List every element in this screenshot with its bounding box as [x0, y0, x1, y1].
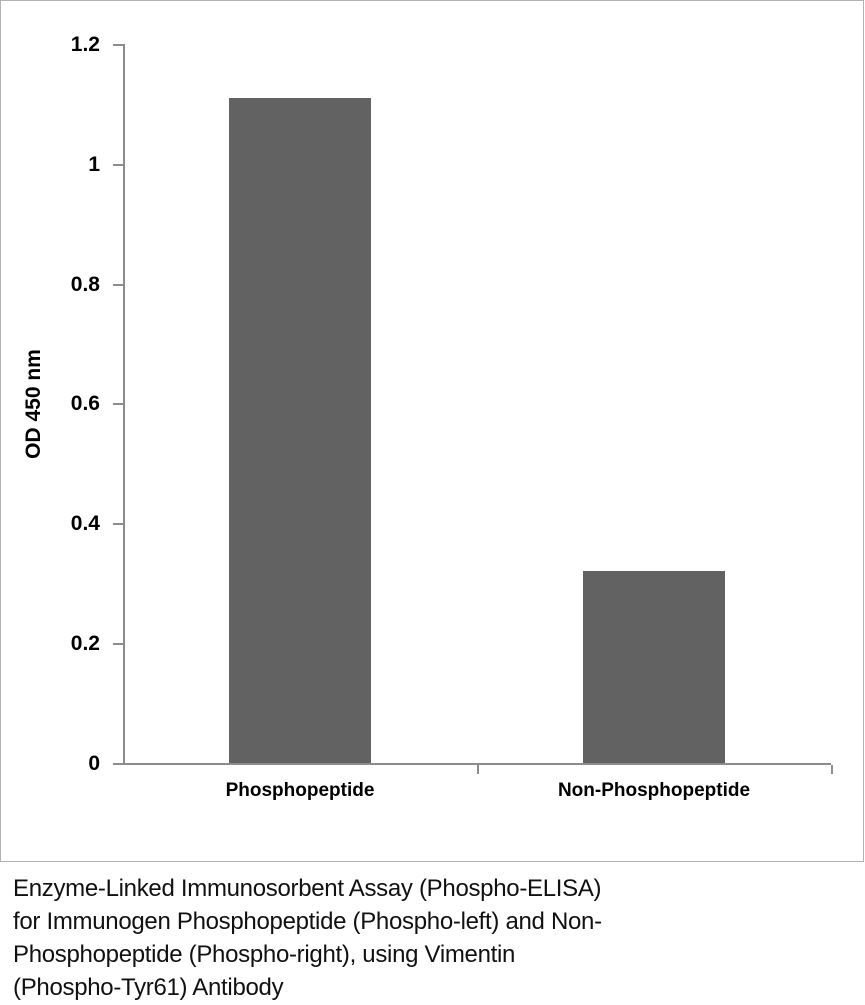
y-axis-tick	[113, 44, 123, 46]
x-axis-tick	[831, 765, 833, 774]
bar	[229, 98, 371, 763]
caption-line: (Phospho-Tyr61) Antibody	[13, 974, 284, 1001]
y-axis-tick-label: 0.4	[70, 512, 100, 535]
chart-frame: OD 450 nm 0 0.2 0.4 0.6 0.8 1 1.2 Phosphopeptid…	[0, 0, 864, 862]
y-axis-tick-label: 0.8	[70, 273, 100, 296]
x-axis-tick	[477, 765, 479, 774]
y-axis-tick-label: 1.2	[70, 33, 100, 56]
y-axis-tick-label: 1	[88, 153, 100, 176]
y-axis-tick	[113, 164, 123, 166]
figure-caption: Enzyme-Linked Immunosorbent Assay (Phosp…	[13, 872, 853, 1004]
x-axis-line	[123, 763, 831, 765]
x-category-label: Phosphopeptide	[225, 780, 375, 801]
bar	[583, 571, 725, 763]
x-category-label: Non-Phosphopeptide	[557, 780, 751, 801]
y-axis-tick	[113, 643, 123, 645]
caption-line: for Immunogen Phosphopeptide (Phospho-le…	[13, 908, 602, 935]
caption-line: Enzyme-Linked Immunosorbent Assay (Phosp…	[13, 875, 602, 902]
y-axis-tick	[113, 763, 123, 765]
y-axis-line	[123, 44, 125, 765]
y-axis-tick	[113, 523, 123, 525]
y-axis-tick-label: 0	[88, 752, 100, 775]
y-axis-tick-label: 0.2	[70, 632, 100, 655]
y-axis-tick-label: 0.6	[70, 392, 100, 415]
plot-area: OD 450 nm 0 0.2 0.4 0.6 0.8 1 1.2 Phosphopeptid…	[1, 1, 863, 861]
y-axis-tick	[113, 403, 123, 405]
caption-line: Phosphopeptide (Phospho-right), using Vi…	[13, 941, 516, 968]
y-axis-tick	[113, 284, 123, 286]
